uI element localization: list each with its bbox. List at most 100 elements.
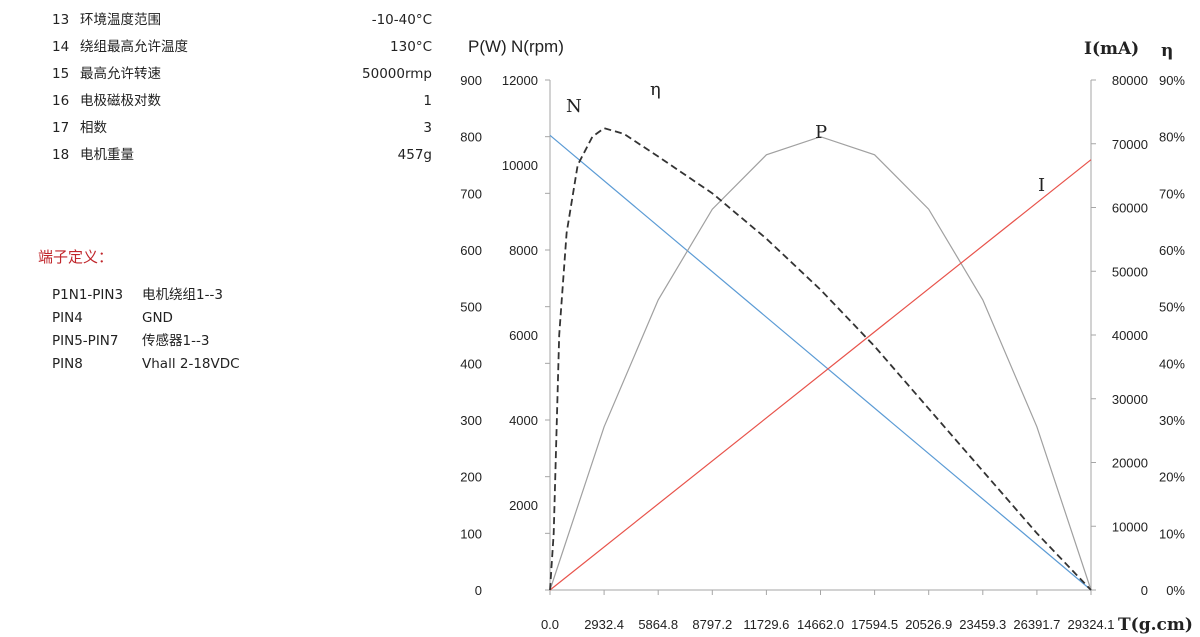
speed-axis-title: N(rpm) (511, 37, 564, 56)
torque-tick-label: 20526.9 (905, 617, 952, 632)
spec-value: -10-40°C (371, 12, 432, 28)
terminal-row: PIN4 GND (0, 307, 440, 329)
torque-axis-title: T(g.cm) (1118, 615, 1193, 635)
left-power-tick-label: 700 (460, 186, 482, 201)
curves (549, 127, 1092, 591)
right-current-tick-label: 30000 (1112, 392, 1148, 407)
left-speed-tick-label: 2000 (509, 498, 538, 513)
left-power-tick-label: 800 (460, 130, 482, 145)
curve-labels: N P Iη (566, 79, 1045, 196)
series-efficiency-line (549, 127, 1092, 591)
left-power-tick-label: 100 (460, 526, 482, 541)
right-current-tick-label: 70000 (1112, 137, 1148, 152)
terminal-desc: GND (142, 310, 173, 326)
spec-number: 18 (52, 147, 70, 163)
spec-value: 1 (423, 93, 432, 109)
left-power-tick-label: 0 (475, 583, 482, 598)
right-efficiency-tick-label: 0% (1166, 583, 1185, 598)
left-power-tick-label: 400 (460, 356, 482, 371)
terminal-heading: 端子定义： (38, 248, 114, 266)
terminal-row: P1N1-PIN3 电机绕组1--3 (0, 284, 440, 306)
left-speed-tick-label: 6000 (509, 328, 538, 343)
efficiency-axis-title: η (1161, 41, 1173, 61)
right-efficiency-tick-label: 80% (1159, 130, 1185, 145)
terminal-desc: 传感器1--3 (142, 333, 210, 349)
spec-value: 3 (423, 120, 432, 136)
spec-name: 环境温度范围 (80, 12, 161, 28)
left-power-tick-label: 900 (460, 73, 482, 88)
left-speed-tick-label: 12000 (502, 73, 538, 88)
torque-tick-label: 2932.4 (584, 617, 624, 632)
left-power-tick-label: 500 (460, 300, 482, 315)
series-n-line (549, 134, 1092, 591)
right-current-tick-label: 60000 (1112, 201, 1148, 216)
right-efficiency-tick-label: 30% (1159, 413, 1185, 428)
terminal-pin: PIN5-PIN7 (52, 333, 119, 349)
series-i-line (549, 159, 1092, 591)
left-speed-tick-label: 10000 (502, 158, 538, 173)
left-power-tick-label: 600 (460, 243, 482, 258)
curve-label-n: N (566, 96, 582, 117)
terminal-pin: P1N1-PIN3 (52, 287, 124, 303)
right-current-tick-label: 0 (1141, 583, 1148, 598)
right-efficiency-tick-label: 40% (1159, 356, 1185, 371)
current-axis-title: I(mA) (1084, 39, 1139, 59)
torque-tick-label: 8797.2 (692, 617, 732, 632)
motor-performance-chart: P(W) N(rpm) I(mA) η T(g.cm) 900 800 700 600… (460, 37, 1193, 635)
right-current-tick-label: 80000 (1112, 73, 1148, 88)
spec-number: 14 (52, 39, 70, 55)
terminal-desc: 电机绕组1--3 (142, 287, 223, 303)
spec-number: 15 (52, 66, 70, 82)
right-efficiency-tick-label: 10% (1159, 526, 1185, 541)
right-efficiency-tick-label: 90% (1159, 73, 1185, 88)
torque-tick-label: 23459.3 (959, 617, 1006, 632)
spec-row: 13 环境温度范围 -10-40°C (0, 7, 440, 34)
spec-row: 17 相数 3 (0, 115, 440, 142)
spec-row: 18 电机重量 457g (0, 142, 440, 169)
curve-label-p: P (815, 122, 827, 143)
spec-number: 13 (52, 12, 70, 28)
spec-row: 14 绕组最高允许温度 130°C (0, 34, 440, 61)
torque-tick-label: 17594.5 (851, 617, 898, 632)
terminal-row: PIN8 Vhall 2-18VDC (0, 353, 440, 375)
torque-tick-label: 29324.1 (1068, 617, 1115, 632)
terminal-row: PIN5-PIN7 传感器1--3 (0, 330, 440, 352)
left-power-tick-label: 300 (460, 413, 482, 428)
series-p-line (549, 136, 1092, 591)
left-power-tick-label: 200 (460, 470, 482, 485)
spec-name: 电极磁极对数 (80, 93, 161, 109)
left-speed-tick-label: 4000 (509, 413, 538, 428)
left-speed-tick-label: 8000 (509, 243, 538, 258)
terminal-pin: PIN8 (52, 356, 83, 372)
right-efficiency-tick-label: 70% (1159, 186, 1185, 201)
right-current-tick-label: 20000 (1112, 456, 1148, 471)
curve-label-efficiency: η (650, 79, 661, 100)
torque-tick-label: 11729.6 (743, 617, 789, 632)
spec-number: 16 (52, 93, 70, 109)
spec-name: 绕组最高允许温度 (80, 39, 188, 55)
right-efficiency-tick-label: 50% (1159, 300, 1185, 315)
spec-value: 130°C (390, 39, 432, 55)
right-current-tick-label: 10000 (1112, 519, 1148, 534)
spec-value: 50000rmp (362, 66, 432, 82)
torque-tick-label: 14662.0 (797, 617, 844, 632)
spec-row: 15 最高允许转速 50000rmp (0, 61, 440, 88)
torque-tick-label: 0.0 (541, 617, 559, 632)
spec-name: 最高允许转速 (80, 66, 161, 82)
terminal-desc: Vhall 2-18VDC (142, 356, 240, 372)
right-current-tick-label: 50000 (1112, 264, 1148, 279)
spec-value: 457g (397, 147, 432, 163)
spec-number: 17 (52, 120, 70, 136)
right-current-tick-label: 40000 (1112, 328, 1148, 343)
spec-name: 电机重量 (80, 147, 134, 163)
terminal-pin: PIN4 (52, 310, 83, 326)
curve-label-i: I (1038, 175, 1045, 196)
spec-row: 16 电极磁极对数 1 (0, 88, 440, 115)
power-axis-title: P(W) (468, 37, 507, 56)
right-efficiency-tick-label: 20% (1159, 470, 1185, 485)
torque-tick-label: 5864.8 (638, 617, 678, 632)
tick-labels: 900 800 700 600 500 400 300 200 100 0 12000 10000 80… (460, 73, 1185, 632)
right-efficiency-tick-label: 60% (1159, 243, 1185, 258)
torque-tick-label: 26391.7 (1013, 617, 1060, 632)
spec-name: 相数 (80, 120, 107, 136)
